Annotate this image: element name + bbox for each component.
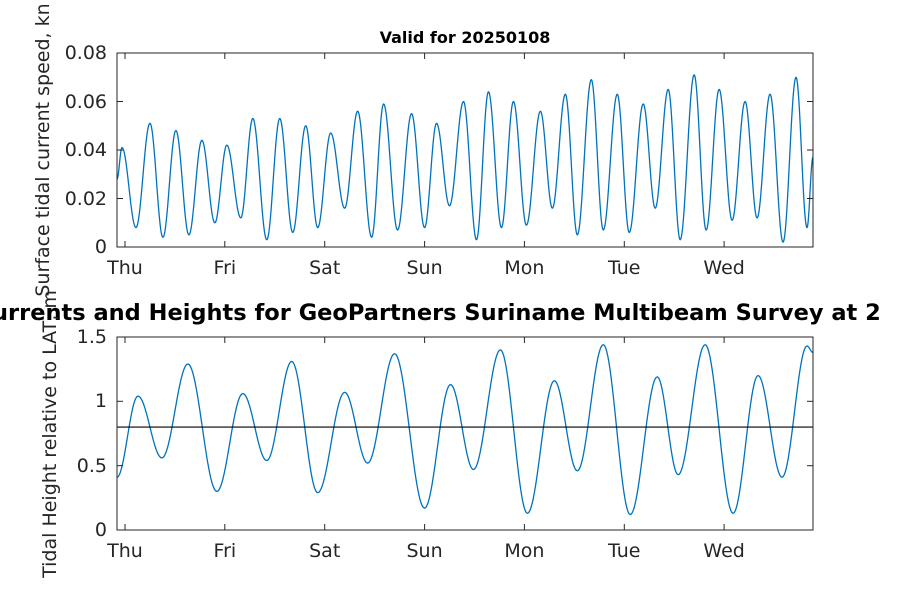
y-tick-label: 0.06 bbox=[64, 90, 107, 113]
x-tick-label: Mon bbox=[504, 540, 545, 562]
y-tick-label: 0.04 bbox=[64, 139, 107, 161]
x-tick-label: Tue bbox=[608, 540, 641, 562]
x-tick-label: Mon bbox=[504, 257, 545, 279]
x-tick-label: Thu bbox=[107, 540, 143, 562]
tidal-height-curve bbox=[116, 344, 814, 516]
x-tick-label: Wed bbox=[703, 540, 745, 562]
x-tick-label: Tue bbox=[608, 257, 641, 279]
x-tick-label: Wed bbox=[703, 257, 745, 279]
y-tick-label: 1 bbox=[94, 390, 107, 413]
y-tick-label: 0.02 bbox=[64, 187, 107, 210]
x-tick-label: Sun bbox=[406, 257, 443, 279]
x-tick-label: Sat bbox=[309, 540, 341, 562]
x-tick-label: Thu bbox=[107, 257, 143, 279]
axes-box bbox=[116, 336, 814, 531]
y-tick-label: 0 bbox=[94, 236, 107, 258]
x-tick-label: Fri bbox=[213, 540, 237, 562]
y-tick-label: 0.08 bbox=[64, 42, 107, 64]
x-tick-label: Sat bbox=[309, 257, 341, 279]
x-tick-label: Fri bbox=[213, 257, 237, 279]
main-title: urrents and Heights for GeoPartners Suri… bbox=[0, 300, 881, 326]
top-plot-title: Valid for 20250108 bbox=[379, 28, 551, 47]
y-tick-label: 1.5 bbox=[76, 326, 107, 348]
current-speed-curve bbox=[116, 74, 814, 243]
y-tick-label: 0.5 bbox=[76, 454, 107, 477]
x-tick-label: Sun bbox=[406, 540, 443, 562]
y-tick-label: 0 bbox=[94, 519, 107, 541]
